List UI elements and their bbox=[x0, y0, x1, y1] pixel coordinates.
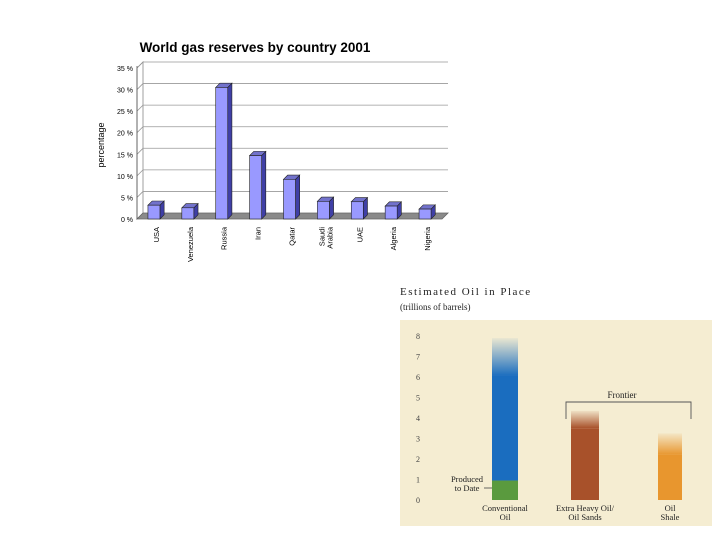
svg-text:Arabia: Arabia bbox=[325, 226, 334, 249]
gas-chart-x-label: USA bbox=[152, 227, 161, 242]
oil-chart-y-tick-label: 0 bbox=[416, 496, 420, 505]
gas-chart-x-label: Russia bbox=[220, 226, 229, 250]
oil-bar-segment bbox=[658, 454, 682, 500]
gas-chart-gridline bbox=[136, 191, 448, 198]
gas-chart-x-label: Saudi Arabia bbox=[317, 226, 334, 249]
gas-chart-x-label: UAE bbox=[355, 227, 364, 242]
oil-chart-y-ticks: 0 1 2 3 4 5 6 7 8 bbox=[416, 332, 420, 505]
oil-chart-x-label: Extra Heavy Oil/ bbox=[556, 503, 615, 513]
oil-chart-bars bbox=[492, 338, 682, 500]
gas-bar-uae bbox=[350, 196, 369, 220]
oil-chart-y-tick-label: 5 bbox=[416, 394, 420, 403]
gas-chart-y-tick-label: 25 % bbox=[117, 109, 133, 116]
gas-chart-gridline bbox=[136, 83, 448, 90]
gas-chart-x-label: Iran bbox=[254, 227, 263, 240]
oil-chart-y-tick-label: 8 bbox=[416, 332, 420, 341]
svg-text:Iran: Iran bbox=[254, 227, 263, 240]
svg-text:Algeria: Algeria bbox=[389, 226, 398, 250]
oil-bar-segment bbox=[571, 410, 599, 429]
oil-bar-conventional-oil bbox=[492, 338, 518, 500]
oil-chart-y-tick-label: 4 bbox=[416, 414, 420, 423]
frontier-label: Frontier bbox=[608, 390, 637, 400]
oil-chart-y-tick-label: 6 bbox=[416, 373, 420, 382]
gas-bar-algeria bbox=[384, 201, 403, 220]
oil-chart-x-label: Oil bbox=[500, 512, 512, 522]
produced-label: Produced bbox=[451, 474, 484, 484]
gas-chart-x-label: Venezuela bbox=[186, 226, 195, 262]
svg-text:Nigeria: Nigeria bbox=[423, 226, 432, 251]
gas-chart-gridline bbox=[136, 147, 448, 155]
gas-chart-gridlines bbox=[136, 61, 449, 220]
gas-chart-y-tick-label: 10 % bbox=[117, 174, 133, 181]
svg-text:USA: USA bbox=[152, 227, 161, 242]
oil-chart-x-label: Oil Sands bbox=[568, 512, 601, 522]
oil-chart-x-label: Conventional bbox=[482, 503, 528, 513]
gas-chart-gridline bbox=[136, 61, 448, 69]
gas-bar-usa bbox=[147, 200, 165, 220]
gas-bar-saudi-arabia bbox=[316, 196, 335, 220]
oil-bar-segment bbox=[492, 480, 518, 500]
gas-chart-y-tick-label: 20 % bbox=[117, 131, 133, 138]
gas-chart-x-label: Qatar bbox=[288, 227, 297, 246]
oil-bar-segment bbox=[492, 375, 518, 481]
gas-chart-title: World gas reserves by country 2001 bbox=[140, 40, 371, 55]
gas-chart-gridline bbox=[136, 169, 448, 177]
gas-chart-y-tick-label: 15 % bbox=[117, 152, 133, 159]
gas-bar-nigeria bbox=[418, 204, 436, 220]
gas-chart-y-ticks: 0 % 5 % 10 % 15 % 20 % 25 % 30 % 35 % bbox=[117, 66, 133, 224]
oil-bar-segment bbox=[492, 338, 518, 376]
gas-bar-qatar bbox=[282, 174, 301, 220]
oil-chart-x-label: Shale bbox=[661, 512, 680, 522]
oil-chart-y-tick-label: 2 bbox=[416, 455, 420, 464]
oil-chart-x-label: Oil bbox=[665, 503, 677, 513]
gas-chart-gridline bbox=[136, 126, 448, 133]
gas-chart-x-labels: USA Venezuela Russia Iran Qatar Saudi Arabia UA… bbox=[152, 226, 432, 262]
svg-text:Saudi: Saudi bbox=[317, 227, 326, 247]
svg-text:Qatar: Qatar bbox=[288, 227, 297, 246]
oil-chart-title: Estimated Oil in Place bbox=[400, 286, 532, 298]
oil-bar-extra-heavy-oil-oil-sands bbox=[571, 410, 599, 500]
gas-chart-x-label: Algeria bbox=[389, 226, 398, 250]
oil-chart-y-tick-label: 3 bbox=[416, 435, 420, 444]
gas-chart-y-tick-label: 30 % bbox=[117, 88, 133, 95]
oil-bar-segment bbox=[571, 428, 599, 500]
gas-chart-x-label: Nigeria bbox=[423, 226, 432, 251]
oil-chart-subtitle: (trillions of barrels) bbox=[400, 302, 470, 312]
gas-chart-gridline bbox=[136, 104, 448, 112]
gas-chart-bars bbox=[147, 82, 436, 220]
gas-bar-venezuela bbox=[181, 202, 199, 220]
oil-chart-y-tick-label: 7 bbox=[416, 353, 420, 362]
gas-chart-y-axis-label: percentage bbox=[96, 122, 106, 167]
gas-chart-y-tick-label: 0 % bbox=[121, 217, 133, 224]
frontier-label-bg bbox=[598, 389, 646, 401]
gas-chart-y-tick-label: 5 % bbox=[121, 195, 133, 202]
oil-bar-segment bbox=[658, 433, 682, 455]
gas-bar-iran bbox=[248, 150, 267, 220]
svg-text:UAE: UAE bbox=[355, 227, 364, 242]
oil-bar-oil-shale bbox=[658, 433, 682, 500]
produced-label: to Date bbox=[455, 483, 480, 493]
svg-text:Russia: Russia bbox=[220, 226, 229, 250]
svg-text:Venezuela: Venezuela bbox=[186, 226, 195, 262]
gas-bar-russia bbox=[214, 82, 233, 220]
gas-chart-y-tick-label: 35 % bbox=[117, 66, 133, 73]
oil-chart-y-tick-label: 1 bbox=[416, 476, 420, 485]
frontier-bracket bbox=[565, 401, 692, 419]
